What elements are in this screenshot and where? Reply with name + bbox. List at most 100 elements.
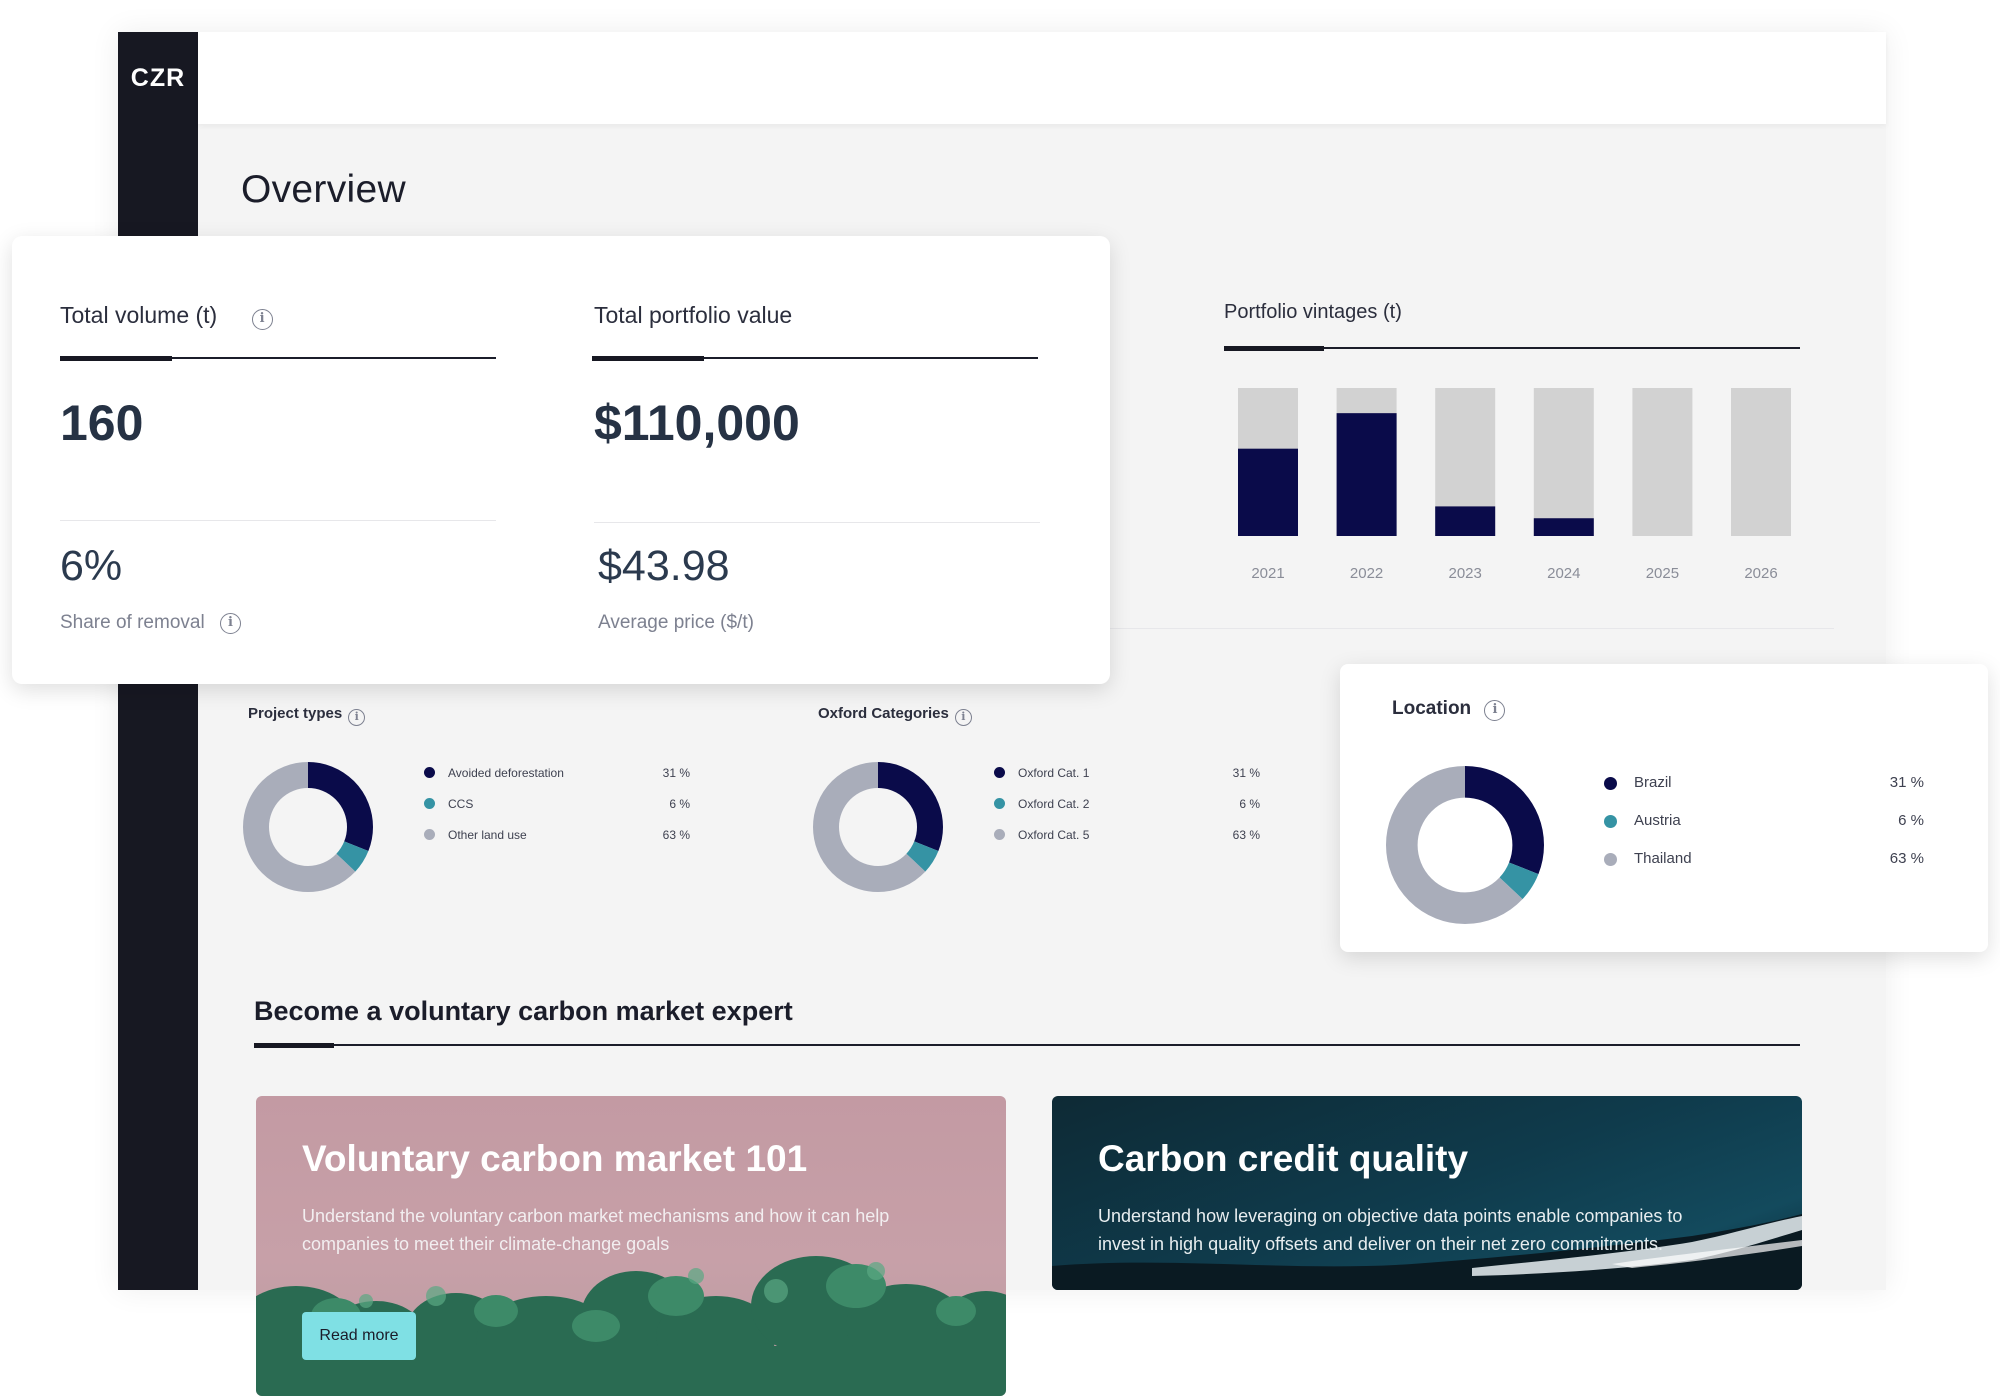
legend-item: Thailand 63 %: [1604, 850, 1924, 884]
legend-item: Oxford Cat. 5 63 %: [994, 828, 1260, 855]
legend-dot: [994, 829, 1005, 840]
vintages-title: Portfolio vintages (t): [1224, 301, 1402, 323]
vintage-bar-2022[interactable]: [1336, 413, 1397, 536]
donut-slice-2[interactable]: [813, 762, 943, 892]
location-title: Location i: [1392, 698, 1506, 721]
legend-value: 63 %: [1232, 828, 1260, 842]
vintages-underline: [1224, 347, 1800, 349]
vintages-bar-chart: 2021 2022 2023 2024 2025 2026: [1238, 388, 1791, 582]
total-volume-label-text: Total volume (t): [60, 302, 218, 328]
portfolio-value-underline: [592, 357, 1038, 359]
legend-item: Oxford Cat. 2 6 %: [994, 797, 1260, 824]
legend-dot: [424, 798, 435, 809]
legend-dot: [1604, 815, 1617, 828]
legend-value: 6 %: [1898, 812, 1924, 829]
legend-label: Oxford Cat. 2: [1018, 797, 1090, 811]
kpi-divider-right: [594, 522, 1040, 523]
total-volume-underline-accent: [60, 356, 172, 361]
info-icon[interactable]: i: [1484, 700, 1506, 721]
location-title-text: Location: [1392, 698, 1472, 719]
donut-slice-2[interactable]: [243, 762, 373, 892]
legend-label: Brazil: [1634, 774, 1672, 791]
vintage-bar-track-2026: [1731, 388, 1791, 536]
legend-label: Thailand: [1634, 850, 1692, 867]
legend-dot: [424, 767, 435, 778]
vintage-bar-2023[interactable]: [1435, 506, 1496, 536]
course-card-vcm101[interactable]: Voluntary carbon market 101 Understand t…: [256, 1096, 1006, 1396]
oxford-categories-title: Oxford Categories i: [818, 705, 972, 726]
legend-label: Oxford Cat. 5: [1018, 828, 1090, 842]
vintage-year-label: 2026: [1744, 565, 1777, 582]
donut-slice-2[interactable]: [1386, 766, 1544, 924]
legend-label: Oxford Cat. 1: [1018, 766, 1090, 780]
app-logo[interactable]: CZR: [130, 64, 186, 92]
legend-label: Other land use: [448, 828, 527, 842]
legend-item: Other land use 63 %: [424, 828, 690, 855]
legend-item: Avoided deforestation 31 %: [424, 766, 690, 793]
top-bar: [198, 32, 1886, 124]
vintage-bar-2024[interactable]: [1533, 518, 1594, 536]
legend-value: 31 %: [1232, 766, 1260, 780]
forest-image: [256, 1256, 1006, 1396]
legend-item: Brazil 31 %: [1604, 774, 1924, 808]
vintage-year-label: 2021: [1251, 565, 1284, 582]
vintage-bar-track-2025: [1632, 388, 1693, 536]
expert-underline: [254, 1044, 1800, 1046]
legend-item: Austria 6 %: [1604, 812, 1924, 846]
legend-label: Avoided deforestation: [448, 766, 564, 780]
location-card: Location i Brazil 31 % Austria 6 % Thailand 6…: [1340, 664, 1988, 952]
card-description: Understand how leveraging on objective d…: [1098, 1206, 1683, 1254]
legend-label: CCS: [448, 797, 474, 811]
location-donut: [1386, 766, 1544, 924]
vintages-underline-accent: [1224, 346, 1324, 351]
page-title: Overview: [241, 168, 406, 211]
vintage-year-label: 2025: [1646, 565, 1679, 582]
average-price-label: Average price ($/t): [598, 612, 754, 633]
vintage-bar-track-2024: [1533, 388, 1594, 536]
info-icon[interactable]: i: [348, 709, 366, 726]
card-title: Voluntary carbon market 101: [302, 1138, 808, 1179]
vintage-year-label: 2023: [1449, 565, 1482, 582]
legend-value: 6 %: [1239, 797, 1260, 811]
portfolio-value-value: $110,000: [594, 395, 800, 451]
kpi-divider-left: [60, 520, 496, 521]
vintage-year-label: 2024: [1547, 565, 1580, 582]
portfolio-value-label: Total portfolio value: [594, 302, 793, 328]
total-volume-label: Total volume (t) i: [60, 302, 273, 330]
share-removal-label: Share of removal i: [60, 612, 241, 634]
share-removal-value: 6%: [60, 542, 123, 590]
share-removal-label-text: Share of removal: [60, 612, 205, 633]
vintage-year-label: 2022: [1350, 565, 1383, 582]
card-title: Carbon credit quality: [1098, 1138, 1469, 1179]
course-card-credit-quality[interactable]: Carbon credit quality Understand how lev…: [1052, 1096, 1802, 1290]
legend-value: 31 %: [662, 766, 690, 780]
total-volume-underline: [60, 357, 496, 359]
read-more-button[interactable]: Read more: [302, 1312, 416, 1360]
vintage-bar-2021[interactable]: [1238, 448, 1298, 536]
portfolio-value-underline-accent: [592, 356, 704, 361]
vintages-divider: [1110, 628, 1834, 629]
info-icon[interactable]: i: [954, 709, 972, 726]
legend-dot: [1604, 853, 1617, 866]
average-price-value: $43.98: [598, 542, 730, 590]
card-description: Understand the voluntary carbon market m…: [302, 1206, 890, 1254]
oxford-categories-donut: [813, 762, 943, 892]
oxford-categories-title-text: Oxford Categories: [818, 705, 949, 722]
expert-section-title: Become a voluntary carbon market expert: [254, 996, 793, 1026]
legend-dot: [1604, 777, 1617, 790]
project-types-donut: [243, 762, 373, 892]
legend-value: 63 %: [662, 828, 690, 842]
expert-underline-accent: [254, 1043, 334, 1048]
legend-dot: [994, 767, 1005, 778]
legend-item: CCS 6 %: [424, 797, 690, 824]
project-types-title: Project types i: [248, 705, 366, 726]
project-types-title-text: Project types: [248, 705, 343, 722]
legend-dot: [994, 798, 1005, 809]
legend-dot: [424, 829, 435, 840]
info-icon[interactable]: i: [251, 309, 273, 330]
ocean-image: [1052, 1214, 1802, 1290]
kpi-card: Total volume (t) i 160 6% Share of remov…: [12, 236, 1110, 684]
legend-value: 6 %: [669, 797, 690, 811]
info-icon[interactable]: i: [219, 613, 241, 634]
legend-label: Austria: [1634, 812, 1681, 829]
